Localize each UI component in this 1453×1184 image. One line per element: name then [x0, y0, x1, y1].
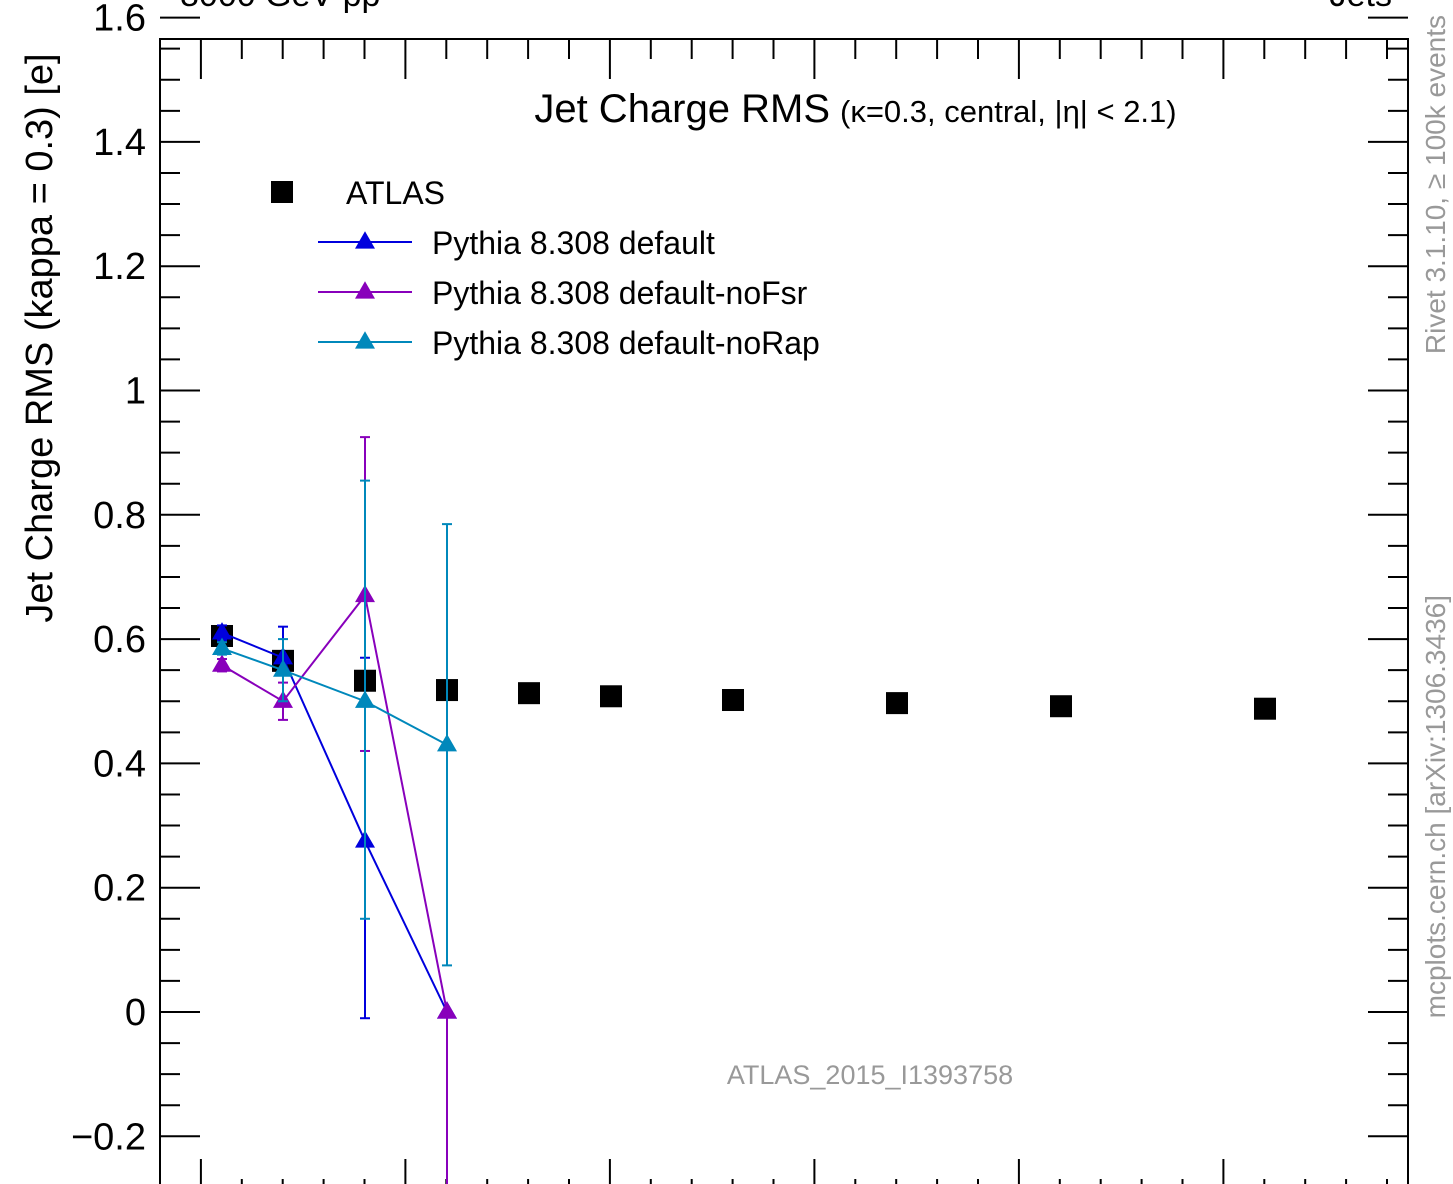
y-tick-label: 1.6: [93, 0, 146, 40]
legend-entry: Pythia 8.308 default-noFsr: [318, 275, 808, 311]
y-tick-label: 0.6: [93, 619, 146, 661]
rivet-version-label: Rivet 3.1.10, ≥ 100k events: [1420, 15, 1451, 354]
series-line: [221, 593, 448, 1013]
data-point-triangle: [212, 622, 232, 640]
legend-entry: Pythia 8.308 default-noRap: [318, 325, 820, 361]
legend-label: ATLAS: [346, 175, 445, 211]
data-point-square: [722, 689, 744, 712]
data-point-square: [518, 682, 540, 705]
legend-label: Pythia 8.308 default-noFsr: [432, 275, 808, 311]
chart-subtitle: (κ=0.3, central, |η| < 2.1): [840, 94, 1177, 129]
y-tick-label: 1.2: [93, 246, 146, 288]
legend: ATLAS Pythia 8.308 default Pythia 8.308 de…: [271, 175, 820, 361]
x-axis-ticks: [159, 39, 1388, 1184]
legend-label: Pythia 8.308 default-noRap: [432, 325, 820, 361]
data-point-square: [1254, 697, 1276, 720]
data-point-triangle: [437, 734, 457, 752]
data-point-square: [886, 692, 908, 715]
legend-entry: Pythia 8.308 default: [318, 225, 715, 261]
series-line: [221, 647, 448, 746]
y-axis-tick-labels: −0.2 0 0.2 0.4 0.6 0.8 1 1.2 1.4 1.6: [71, 0, 146, 1158]
data-point-triangle: [273, 659, 293, 677]
chart-title: Jet Charge RMS: [534, 87, 830, 131]
data-point-triangle: [355, 331, 375, 349]
data-point-triangle: [355, 231, 375, 249]
y-tick-label: 1: [125, 371, 146, 413]
mcplots-reference-label: mcplots.cern.ch [arXiv:1306.3436]: [1420, 595, 1451, 1018]
data-point-triangle: [212, 654, 232, 672]
y-tick-label: 0.4: [93, 743, 146, 785]
y-tick-label: −0.2: [71, 1116, 146, 1158]
y-tick-label: 1.4: [93, 122, 146, 164]
y-tick-label: 0: [125, 992, 146, 1034]
y-tick-label: 0.2: [93, 868, 146, 910]
series-3: [212, 479, 457, 967]
data-point-square: [1050, 695, 1072, 718]
y-axis-ticks: [160, 16, 1408, 1138]
y-tick-label: 0.8: [93, 495, 146, 537]
data-point-triangle: [355, 690, 375, 708]
data-point-triangle: [355, 281, 375, 299]
data-point-square: [600, 685, 622, 708]
series-2: [212, 436, 457, 1184]
series-line: [221, 631, 448, 1013]
data-point-triangle: [212, 637, 232, 656]
legend-label: Pythia 8.308 default: [432, 225, 715, 261]
series-layer: [211, 436, 1276, 1184]
plot-frame: [159, 38, 1409, 1184]
header-right-label: Jets: [1330, 0, 1392, 14]
legend-entry: ATLAS: [271, 175, 445, 211]
analysis-watermark: ATLAS_2015_I1393758: [727, 1060, 1013, 1090]
header-left-label: 8000 GeV pp: [180, 0, 380, 14]
y-axis-label: Jet Charge RMS (kappa = 0.3) [e]: [19, 53, 61, 622]
data-point-triangle: [437, 1001, 457, 1019]
data-point-square: [271, 181, 293, 203]
